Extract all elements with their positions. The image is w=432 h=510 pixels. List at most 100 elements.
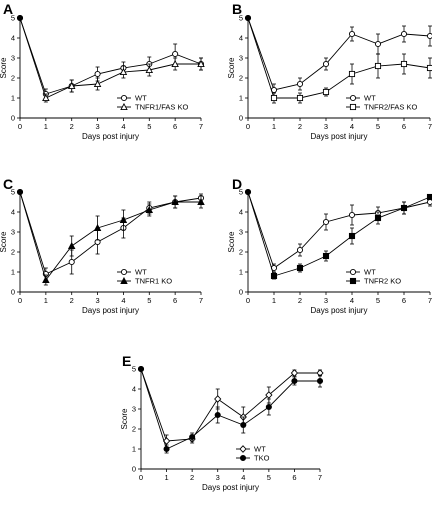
data-point (214, 395, 222, 403)
data-point (348, 70, 356, 78)
x-tick-label: 7 (428, 122, 432, 131)
y-tick-label: 2 (239, 248, 243, 257)
y-tick-label: 3 (239, 228, 243, 237)
legend-label: TNFR2/FAS KO (364, 103, 418, 112)
y-tick-label: 1 (239, 94, 243, 103)
data-point (426, 198, 432, 206)
data-point (119, 67, 128, 76)
x-tick-label: 3 (95, 296, 99, 305)
data-point (290, 369, 299, 377)
y-tick-label: 3 (132, 405, 136, 414)
x-tick-label: 7 (428, 296, 432, 305)
y-tick-label: 3 (11, 54, 15, 63)
data-point (322, 60, 330, 68)
y-tick-label: 2 (11, 74, 15, 83)
legend-label: WT (364, 268, 376, 277)
x-tick-label: 7 (199, 122, 203, 131)
data-point (270, 272, 278, 280)
legend-label: TNFR1/FAS KO (135, 103, 189, 112)
chart-panel-d: D 0 1 2 3 4 5 6 7 0 1 2 3 4 5 Days post injury Score WTTN… (227, 176, 432, 315)
legend-marker (349, 94, 357, 102)
data-point (162, 437, 171, 445)
panel-letter-a: A (3, 1, 13, 17)
series-2 (16, 14, 205, 103)
y-axis-title: Score (120, 408, 129, 429)
x-tick-label: 2 (298, 296, 302, 305)
y-tick-label: 4 (11, 34, 15, 43)
data-point (145, 205, 154, 214)
x-tick-label: 6 (402, 122, 406, 131)
x-tick-label: 7 (199, 296, 203, 305)
y-tick-label: 0 (11, 114, 15, 123)
data-point (374, 40, 382, 48)
y-tick-label: 0 (239, 288, 243, 297)
y-tick-label: 5 (132, 365, 136, 374)
data-point (189, 433, 196, 441)
legend-marker (349, 103, 357, 111)
data-point (426, 32, 432, 40)
data-point (374, 214, 382, 222)
data-point (93, 223, 102, 232)
data-point (171, 197, 179, 206)
data-point (197, 59, 205, 68)
data-point (296, 80, 304, 88)
legend-marker (120, 102, 128, 111)
y-tick-label: 4 (11, 208, 15, 217)
legend-marker (120, 94, 128, 102)
data-point (265, 391, 273, 399)
series-2 (244, 14, 432, 104)
panel-letter-d: D (232, 176, 242, 192)
x-tick-label: 5 (376, 296, 380, 305)
x-tick-label: 3 (95, 122, 99, 131)
legend-label: TNFR2 KO (364, 277, 401, 286)
y-axis-title: Score (0, 57, 8, 78)
y-tick-label: 0 (132, 465, 136, 474)
series-2 (16, 188, 205, 286)
data-point (348, 232, 356, 240)
data-point (16, 188, 24, 196)
data-point (316, 377, 324, 385)
x-tick-label: 2 (298, 122, 302, 131)
series-2 (244, 188, 432, 280)
chart-panel-b: B 0 1 2 3 4 5 6 7 0 1 2 3 4 5 Days post injury Score WTTN… (227, 1, 432, 141)
data-point (244, 14, 252, 22)
series-1 (16, 14, 205, 100)
y-tick-label: 1 (11, 268, 15, 277)
data-point (374, 62, 382, 70)
panel-letter-c: C (3, 176, 13, 192)
y-tick-label: 4 (239, 208, 243, 217)
y-tick-label: 2 (239, 74, 243, 83)
data-point (214, 411, 221, 419)
legend-marker (349, 268, 357, 276)
y-tick-label: 2 (11, 248, 15, 257)
data-point (348, 211, 356, 219)
panel-letter-b: B (232, 1, 242, 17)
legend-marker (120, 268, 128, 276)
data-point (42, 275, 50, 284)
y-tick-label: 3 (239, 54, 243, 63)
data-point (322, 252, 330, 260)
x-axis-title: Days post injury (202, 483, 259, 492)
data-point (426, 64, 432, 72)
data-point (171, 59, 179, 68)
x-tick-label: 5 (147, 296, 151, 305)
x-tick-label: 3 (216, 473, 220, 482)
x-tick-label: 6 (402, 296, 406, 305)
x-tick-label: 4 (121, 122, 125, 131)
x-tick-label: 1 (44, 122, 48, 131)
data-point (93, 79, 102, 88)
data-point (67, 241, 76, 250)
x-tick-label: 1 (272, 122, 276, 131)
y-axis-title: Score (0, 231, 8, 252)
y-axis-title: Score (227, 231, 236, 252)
y-tick-label: 4 (239, 34, 243, 43)
data-point (400, 204, 408, 212)
chart-panel-a: A 0 1 2 3 4 5 6 7 0 1 2 3 4 5 Days post injury Score WTTN… (0, 1, 205, 141)
series-line (247, 17, 431, 99)
data-point (94, 70, 101, 78)
legend-marker (120, 276, 128, 285)
series-line (19, 191, 201, 281)
